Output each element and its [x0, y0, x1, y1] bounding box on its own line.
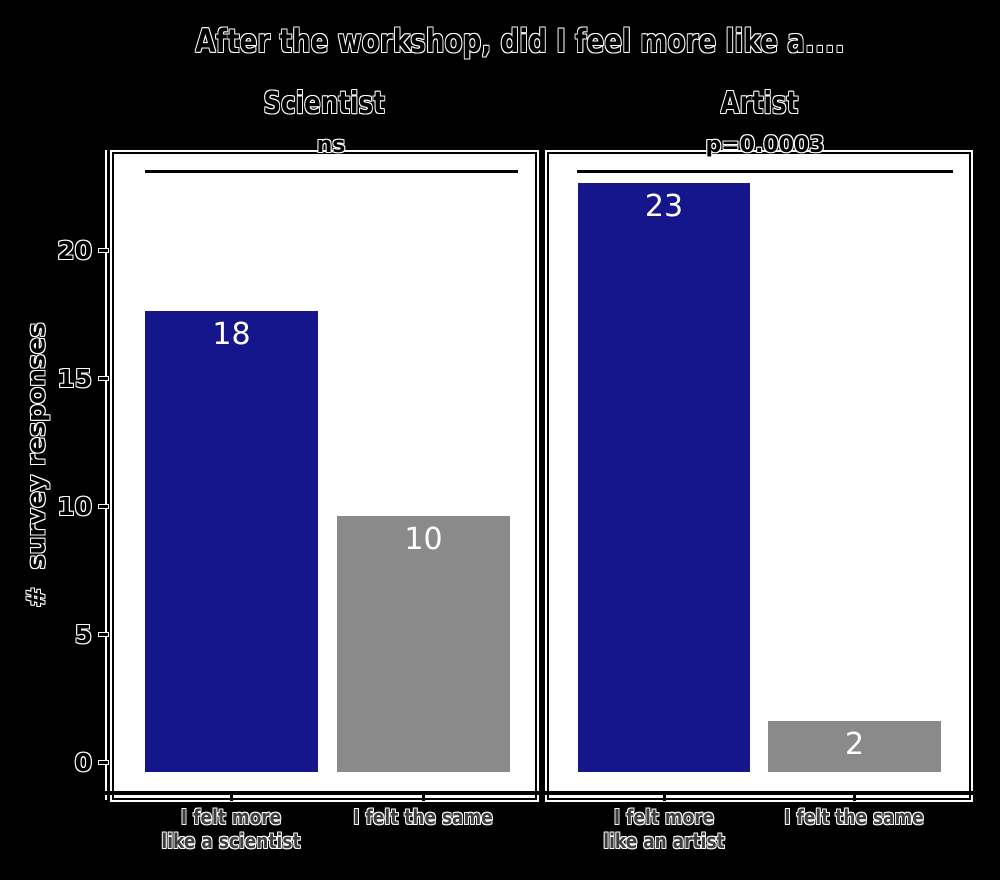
y-axis-line — [107, 150, 111, 800]
y-tick-15 — [99, 377, 108, 380]
y-tick-label-0: 0 — [74, 748, 92, 777]
significance-label-scientist: ns — [316, 133, 346, 158]
bar-value-label: 23 — [644, 189, 684, 225]
bar-value-label: 18 — [212, 317, 251, 353]
x-tick-label-same-artist: I felt the same — [784, 805, 924, 829]
x-axis-line-artist — [544, 791, 975, 795]
y-tick-label-5: 5 — [74, 620, 92, 649]
y-tick-5 — [99, 633, 108, 636]
panel-scientist: 18 10 — [112, 152, 537, 800]
y-tick-label-10: 10 — [57, 492, 92, 521]
bar-felt-same-artist: 2 — [768, 720, 941, 772]
chart-title-text: After the workshop, did I feel more like… — [195, 22, 845, 60]
x-tick-artist-2 — [853, 795, 856, 801]
bar-felt-more-scientist: 18 — [145, 311, 318, 772]
significance-label-artist: p=0.0003 — [705, 133, 825, 158]
x-axis-line-scientist — [98, 791, 539, 795]
x-tick-scientist-2 — [422, 795, 425, 801]
x-tick-label-more-artist: I felt more like an artist — [603, 805, 725, 853]
significance-bracket-scientist — [145, 170, 518, 173]
panel-title-artist: Artist — [720, 86, 798, 121]
y-tick-0 — [99, 761, 108, 764]
chart-title: After the workshop, did I feel more like… — [70, 22, 970, 60]
y-tick-20 — [99, 249, 108, 252]
x-tick-artist-1 — [663, 795, 666, 801]
y-tick-label-20: 20 — [57, 236, 92, 265]
x-tick-label-more-scientist: I felt more like a scientist — [161, 805, 301, 853]
bar-value-label: 10 — [404, 522, 443, 557]
x-tick-label-same-scientist: I felt the same — [353, 805, 493, 829]
bar-felt-same-scientist: 10 — [337, 516, 510, 772]
bar-felt-more-artist: 23 — [578, 183, 750, 772]
significance-bracket-artist — [577, 170, 953, 173]
bar-value-label: 2 — [844, 726, 865, 762]
panel-title-scientist: Scientist — [263, 86, 386, 121]
y-tick-10 — [99, 505, 108, 508]
panel-artist: 23 2 — [547, 152, 971, 800]
y-tick-label-15: 15 — [57, 364, 92, 393]
x-tick-scientist-1 — [230, 795, 233, 801]
